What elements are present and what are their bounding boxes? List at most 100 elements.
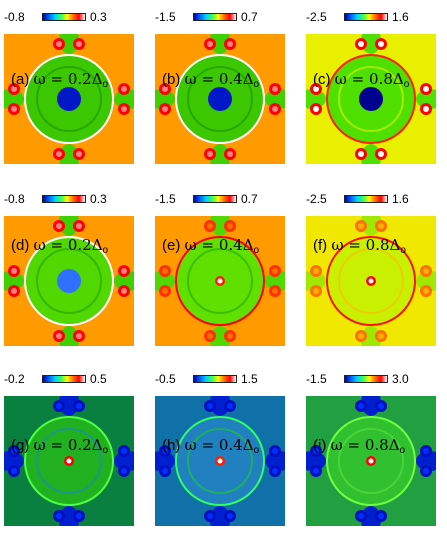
side-lobe <box>4 271 24 291</box>
corner-lobe-core <box>121 468 127 474</box>
corner-lobe-core <box>162 288 168 294</box>
corner-lobe-core <box>272 268 278 274</box>
colorbar-e: -1.5 0.7 <box>155 190 285 210</box>
panel-label-a: (a) ω = 0.2Δo <box>11 70 108 90</box>
omega-text: ω = 0.8Δ <box>334 70 404 88</box>
side-lobe <box>114 271 134 291</box>
corner-lobe-core <box>227 513 233 519</box>
corner-lobe-core <box>76 223 82 229</box>
colorbar-gradient <box>193 13 237 21</box>
colorbar-min: -0.8 <box>4 192 25 206</box>
side-lobe <box>361 326 381 346</box>
inner-ring <box>36 66 102 132</box>
colorbar-min: -1.5 <box>155 10 176 24</box>
side-lobe <box>114 89 134 109</box>
colorbar-max: 0.3 <box>90 192 107 206</box>
side-lobe <box>210 216 230 236</box>
delta-subscript: o <box>403 79 410 90</box>
panel-label-c: (c) ω = 0.8Δo <box>313 70 409 90</box>
inner-ring <box>338 428 404 494</box>
corner-lobe-core <box>76 403 82 409</box>
ldos-map-c <box>306 34 436 164</box>
colorbar-gradient <box>42 195 86 203</box>
corner-lobe-core <box>227 333 233 339</box>
colorbar-d: -0.8 0.3 <box>4 190 134 210</box>
colorbar-b: -1.5 0.7 <box>155 8 285 28</box>
corner-lobe-core <box>207 41 213 47</box>
side-lobe <box>59 216 79 236</box>
inner-ring <box>187 248 253 314</box>
center-feature <box>359 87 383 111</box>
corner-lobe-core <box>11 86 17 92</box>
corner-lobe-core <box>313 288 319 294</box>
ldos-map-svg <box>155 396 285 526</box>
panel-label-i: (i) ω = 0.8Δo <box>313 436 405 456</box>
corner-lobe-core <box>358 333 364 339</box>
side-lobe <box>306 89 326 109</box>
corner-lobe-core <box>272 288 278 294</box>
panel-label-f: (f) ω = 0.8Δo <box>313 236 406 256</box>
corner-lobe-core <box>423 106 429 112</box>
panel-label-b: (b) ω = 0.4Δo <box>162 70 259 90</box>
colorbar-max: 1.6 <box>392 10 409 24</box>
corner-lobe-core <box>423 268 429 274</box>
panel-letter: (a) <box>11 71 30 88</box>
corner-lobe-core <box>378 403 384 409</box>
side-lobe <box>306 451 326 471</box>
ldos-map-g <box>4 396 134 526</box>
center-core <box>368 278 374 284</box>
side-lobe <box>59 506 79 526</box>
center-feature <box>208 87 232 111</box>
corner-lobe-core <box>313 268 319 274</box>
corner-lobe-core <box>207 333 213 339</box>
corner-lobe-core <box>423 448 429 454</box>
corner-lobe-core <box>378 41 384 47</box>
colorbar-min: -0.2 <box>4 372 25 386</box>
colorbar-max: 0.7 <box>241 10 258 24</box>
omega-text: ω = 0.8Δ <box>330 436 400 454</box>
ldos-map-i <box>306 396 436 526</box>
corner-lobe-core <box>76 513 82 519</box>
panel-letter: (c) <box>313 71 331 88</box>
corner-lobe-core <box>358 513 364 519</box>
corner-lobe-core <box>227 151 233 157</box>
side-lobe <box>4 89 24 109</box>
corner-lobe-core <box>227 403 233 409</box>
delta-subscript: o <box>253 79 260 90</box>
ldos-map-a <box>4 34 134 164</box>
corner-lobe-core <box>162 468 168 474</box>
delta-subscript: o <box>102 245 109 256</box>
corner-lobe-core <box>207 513 213 519</box>
side-lobe <box>59 34 79 54</box>
delta-subscript: o <box>400 245 406 256</box>
panel-label-h: (h) ω = 0.4Δo <box>162 436 259 456</box>
ldos-map-svg <box>306 216 436 346</box>
panel-label-g: (g) ω = 0.2Δo <box>11 436 108 456</box>
center-core <box>368 458 374 464</box>
side-lobe <box>210 506 230 526</box>
inner-ring <box>36 248 102 314</box>
corner-lobe-core <box>11 288 17 294</box>
side-lobe <box>361 216 381 236</box>
inner-ring <box>338 66 404 132</box>
colorbar-max: 1.6 <box>392 192 409 206</box>
side-lobe <box>361 144 381 164</box>
corner-lobe-core <box>121 86 127 92</box>
side-lobe <box>59 144 79 164</box>
corner-lobe-core <box>272 448 278 454</box>
ldos-map-d <box>4 216 134 346</box>
delta-subscript: o <box>102 79 109 90</box>
corner-lobe-core <box>121 268 127 274</box>
corner-lobe-core <box>162 86 168 92</box>
colorbar-min: -2.5 <box>306 192 327 206</box>
colorbar-gradient <box>42 375 86 383</box>
corner-lobe-core <box>313 106 319 112</box>
corner-lobe-core <box>313 468 319 474</box>
colorbar-min: -0.8 <box>4 10 25 24</box>
panel-letter: (h) <box>162 437 181 454</box>
ldos-map-svg <box>306 34 436 164</box>
colorbar-c: -2.5 1.6 <box>306 8 436 28</box>
corner-lobe-core <box>11 448 17 454</box>
corner-lobe-core <box>121 288 127 294</box>
